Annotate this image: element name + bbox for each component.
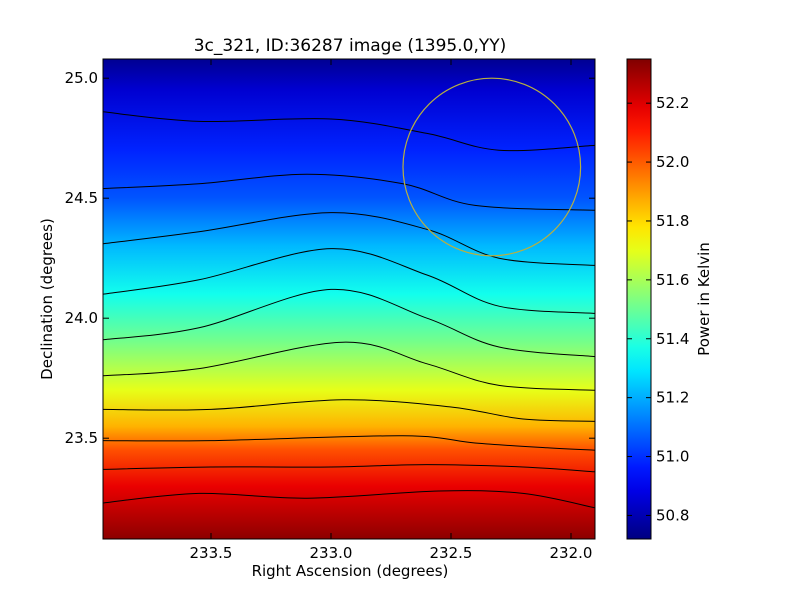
contour-line-4 [103,248,595,314]
chart-title: 3c_321, ID:36287 image (1395.0,YY) [194,36,507,56]
colorbar-tick-label: 50.8 [656,506,689,524]
colorbar-tick-label: 52.2 [656,94,689,112]
contour-lines [103,111,595,509]
x-tick-label: 233.5 [190,544,233,562]
beam-circle [402,77,582,257]
x-tick-label: 232.0 [550,544,593,562]
colorbar-tick-label: 51.2 [656,389,689,407]
colorbar-tick-label: 51.4 [656,330,689,348]
colorbar [626,58,652,540]
contour-line-3 [103,212,595,266]
x-axis-label: Right Ascension (degrees) [252,562,449,580]
contour-line-8 [103,435,595,451]
contour-line-7 [103,399,595,422]
x-axis-ticks: 233.5 233.0 232.5 232.0 [190,59,593,562]
contour-line-9 [103,464,595,473]
colorbar-ticks: 50.8 51.0 51.2 51.4 51.6 51.8 52.0 52.2 [627,94,689,524]
colorbar-tick-label: 51.8 [656,212,689,230]
contour-line-10 [103,490,595,509]
y-axis-ticks: 23.5 24.0 24.5 25.0 [65,69,595,447]
beam-circle-layer [402,77,582,257]
y-tick-label: 24.0 [65,309,98,327]
plot-frame [102,58,596,540]
colorbar-tick-label: 51.6 [656,271,689,289]
y-tick-label: 23.5 [65,429,98,447]
y-axis-label: Declination (degrees) [38,218,56,380]
colorbar-label: Power in Kelvin [695,242,713,356]
contour-line-6 [103,341,595,391]
x-tick-label: 233.0 [310,544,353,562]
contour-line-1 [103,111,595,152]
colorbar-tick-label: 51.0 [656,448,689,466]
colorbar-tick-label: 52.0 [656,153,689,171]
x-tick-label: 232.5 [430,544,473,562]
contour-line-2 [103,173,595,211]
y-tick-label: 25.0 [65,69,98,87]
contour-line-5 [103,288,595,358]
heatmap-area [103,59,595,539]
y-tick-label: 24.5 [65,189,98,207]
